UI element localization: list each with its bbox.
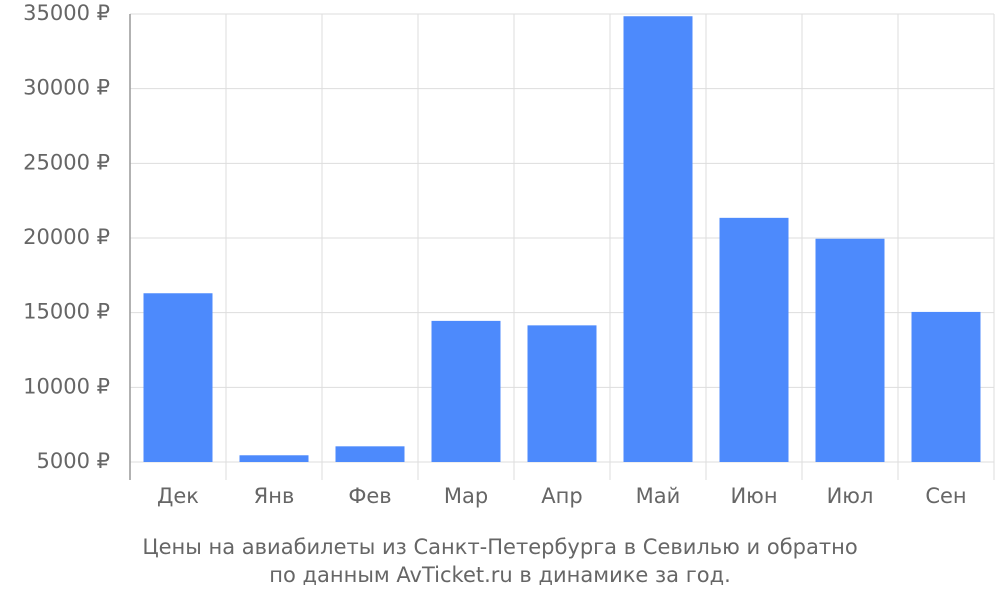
x-tick-label: Апр xyxy=(541,484,582,508)
bar xyxy=(815,238,885,462)
y-tick-label: 30000 ₽ xyxy=(23,76,110,100)
bar xyxy=(527,325,597,462)
chart-title: Цены на авиабилеты из Санкт-Петербурга в… xyxy=(142,535,857,559)
bar xyxy=(911,311,981,462)
x-tick-label: Сен xyxy=(925,484,966,508)
bar xyxy=(239,455,309,462)
x-tick-label: Фев xyxy=(348,484,391,508)
bar xyxy=(719,217,789,462)
bar xyxy=(335,446,405,462)
x-tick-label: Июл xyxy=(827,484,874,508)
y-tick-label: 10000 ₽ xyxy=(23,374,110,398)
y-tick-label: 5000 ₽ xyxy=(37,449,110,473)
y-tick-label: 25000 ₽ xyxy=(23,150,110,174)
y-tick-label: 35000 ₽ xyxy=(23,1,110,25)
x-tick-label: Янв xyxy=(254,484,295,508)
y-tick-label: 15000 ₽ xyxy=(23,300,110,324)
bar xyxy=(623,16,693,463)
x-tick-label: Дек xyxy=(157,484,199,508)
y-tick-label: 20000 ₽ xyxy=(23,225,110,249)
x-tick-label: Мар xyxy=(444,484,488,508)
x-tick-label: Июн xyxy=(730,484,777,508)
x-tick-label: Май xyxy=(636,484,681,508)
bar xyxy=(431,320,501,462)
chart-subtitle: по данным AvTicket.ru в динамике за год. xyxy=(269,563,731,587)
bar xyxy=(143,293,213,462)
